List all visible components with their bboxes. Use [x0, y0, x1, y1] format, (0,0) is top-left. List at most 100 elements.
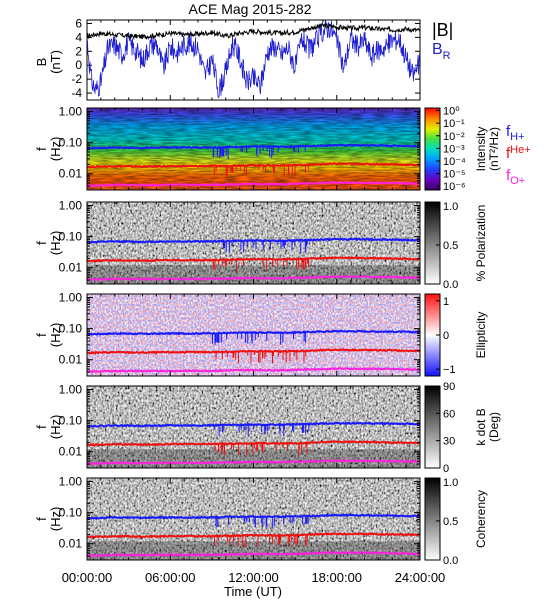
colorbar-tick-label: 1.0 — [443, 477, 458, 489]
colorbar-tick-label: 0 — [443, 463, 449, 475]
freq-tick-label: 0.01 — [59, 445, 83, 459]
freq-ylabel-unit: (Hz) — [48, 323, 63, 348]
freq-tick-label: 0.01 — [59, 537, 83, 551]
panel-kdotb: 1.00 0.10 0.01 f (Hz) 90 60 30 0 k dot B (Deg) — [34, 381, 501, 475]
colorbar-polarization — [424, 201, 441, 285]
colorbar-label: Coherency — [474, 490, 488, 548]
freq-ylabel-unit: (Hz) — [48, 507, 63, 532]
series-line-b-magnitude — [86, 22, 420, 41]
panel-intensity: 1.00 0.10 0.01 f (Hz) 10⁰10⁻¹10⁻²10⁻³10⁻⁴10⁻⁵… — [34, 105, 501, 194]
ion-line-He+-spikes — [214, 443, 308, 456]
colorbar-tick-label: 0.0 — [443, 279, 458, 291]
freq-tick-label: 0.10 — [59, 230, 83, 244]
legend-h-plus-sub: H+ — [510, 131, 524, 143]
ion-line-O+ — [87, 458, 420, 466]
freq-tick-label: 0.10 — [59, 136, 83, 150]
colorbar-tick-label: 0.0 — [443, 555, 458, 567]
ion-line-H+ — [87, 513, 420, 520]
x-axis-label: Time (UT) — [224, 584, 282, 599]
x-tick-label: 06:00:00 — [145, 570, 196, 585]
ion-line-H+-spikes — [223, 240, 308, 253]
ion-line-H+-spikes — [212, 332, 306, 345]
x-tick-label: 18:00:00 — [311, 570, 362, 585]
ion-line-He+-spikes — [213, 165, 310, 178]
ion-line-O+ — [87, 366, 420, 374]
freq-ylabel: f — [34, 147, 49, 151]
b-ytick-label: 0 — [75, 58, 82, 72]
b-ytick-label: -2 — [71, 72, 82, 86]
panel-ellipticity-image — [87, 294, 420, 376]
ion-line-He+ — [87, 348, 420, 355]
b-legend: |B| BR — [432, 20, 453, 62]
b-ylabel-unit: (nT) — [48, 50, 63, 74]
ion-line-He+-spikes — [214, 535, 308, 548]
ion-line-H+-spikes — [212, 146, 306, 160]
freq-ylabel-unit: (Hz) — [48, 137, 63, 162]
legend-b-radial-label: B — [432, 41, 443, 58]
legend-he-plus: fHe+ — [506, 144, 531, 162]
b-ylabel: B — [34, 58, 49, 67]
legend-b-radial-sub: R — [443, 50, 451, 62]
colorbar-tick-label: 10⁻¹ — [443, 118, 465, 130]
colorbar-tick-label: −1 — [443, 364, 456, 376]
legend-o-plus-sub: O+ — [510, 175, 525, 187]
freq-tick-label: 0.10 — [59, 506, 83, 520]
ion-line-He+-spikes — [212, 259, 310, 272]
panel-coherency-image — [87, 478, 420, 560]
spectrogram-panels: 1.000.100.01f (Hz)10⁰10⁻¹10⁻²10⁻³10⁻⁴10⁻⁵… — [34, 105, 501, 567]
legend-b-magnitude: |B| — [432, 20, 453, 40]
ion-line-H+ — [87, 237, 420, 244]
ion-line-O+ — [87, 550, 420, 558]
freq-tick-label: 1.00 — [59, 291, 83, 305]
colorbar-tick-label: 10⁻⁶ — [443, 181, 466, 193]
series-line-b-radial — [86, 20, 421, 98]
freq-tick-label: 1.00 — [59, 383, 83, 397]
ion-line-H+ — [87, 143, 420, 150]
freq-ylabel: f — [34, 517, 49, 521]
freq-tick-label: 0.01 — [59, 353, 83, 367]
colorbar-kdotb — [424, 385, 441, 469]
colorbar-tick-label: 90 — [443, 381, 455, 393]
x-tick-label: 24:00:00 — [395, 570, 446, 585]
b-series-lines — [86, 20, 421, 98]
colorbar-tick-label: 0 — [443, 330, 449, 342]
freq-ylabel: f — [34, 333, 49, 337]
b-ytick-label: 6 — [75, 16, 82, 30]
freq-ylabel-unit: (Hz) — [48, 231, 63, 256]
ion-line-He+-spikes — [215, 351, 307, 364]
freq-tick-label: 1.00 — [59, 199, 83, 213]
panel-kdotb-image — [87, 386, 420, 468]
colorbar-label: Ellipticity — [474, 312, 488, 359]
ion-line-He+ — [87, 532, 420, 539]
ion-line-H+-spikes — [215, 516, 309, 529]
b-ytick-label: 2 — [75, 44, 82, 58]
legend-he-plus-sup: He+ — [510, 144, 531, 156]
colorbar-tick-label: 10⁻² — [443, 131, 465, 143]
colorbar-label: Intensity — [474, 127, 488, 172]
colorbar-tick-label: 10⁻³ — [443, 143, 465, 155]
freq-ylabel: f — [34, 425, 49, 429]
x-tick-label: 12:00:00 — [228, 570, 279, 585]
colorbar-label: % Polarization — [474, 205, 488, 282]
chart-title: ACE Mag 2015-282 — [189, 1, 312, 17]
colorbar-tick-label: 1 — [443, 296, 449, 308]
ion-legend: fH+ fHe+ fO+ — [506, 123, 531, 187]
ion-line-He+ — [87, 162, 420, 169]
freq-tick-label: 0.10 — [59, 322, 83, 336]
colorbar-coherency — [424, 477, 441, 561]
colorbar-tick-label: 1.0 — [443, 201, 458, 213]
freq-tick-label: 0.10 — [59, 414, 83, 428]
colorbar-tick-label: 10⁻⁴ — [443, 156, 466, 168]
panel-coherency: 1.00 0.10 0.01 f (Hz) 1.0 0.5 0.0 Coherency — [34, 475, 488, 567]
colorbar-tick-label: 0.5 — [443, 516, 458, 528]
colorbar-label: k dot B — [474, 408, 488, 445]
legend-b-radial: BR — [432, 41, 451, 62]
freq-tick-label: 0.01 — [59, 167, 83, 181]
panel-intensity-image — [87, 108, 420, 190]
panel-polarization: 1.00 0.10 0.01 f (Hz) 1.0 0.5 0.0 % Polarization — [34, 199, 488, 291]
colorbar-tick-label: 30 — [443, 436, 455, 448]
freq-tick-label: 1.00 — [59, 105, 83, 119]
